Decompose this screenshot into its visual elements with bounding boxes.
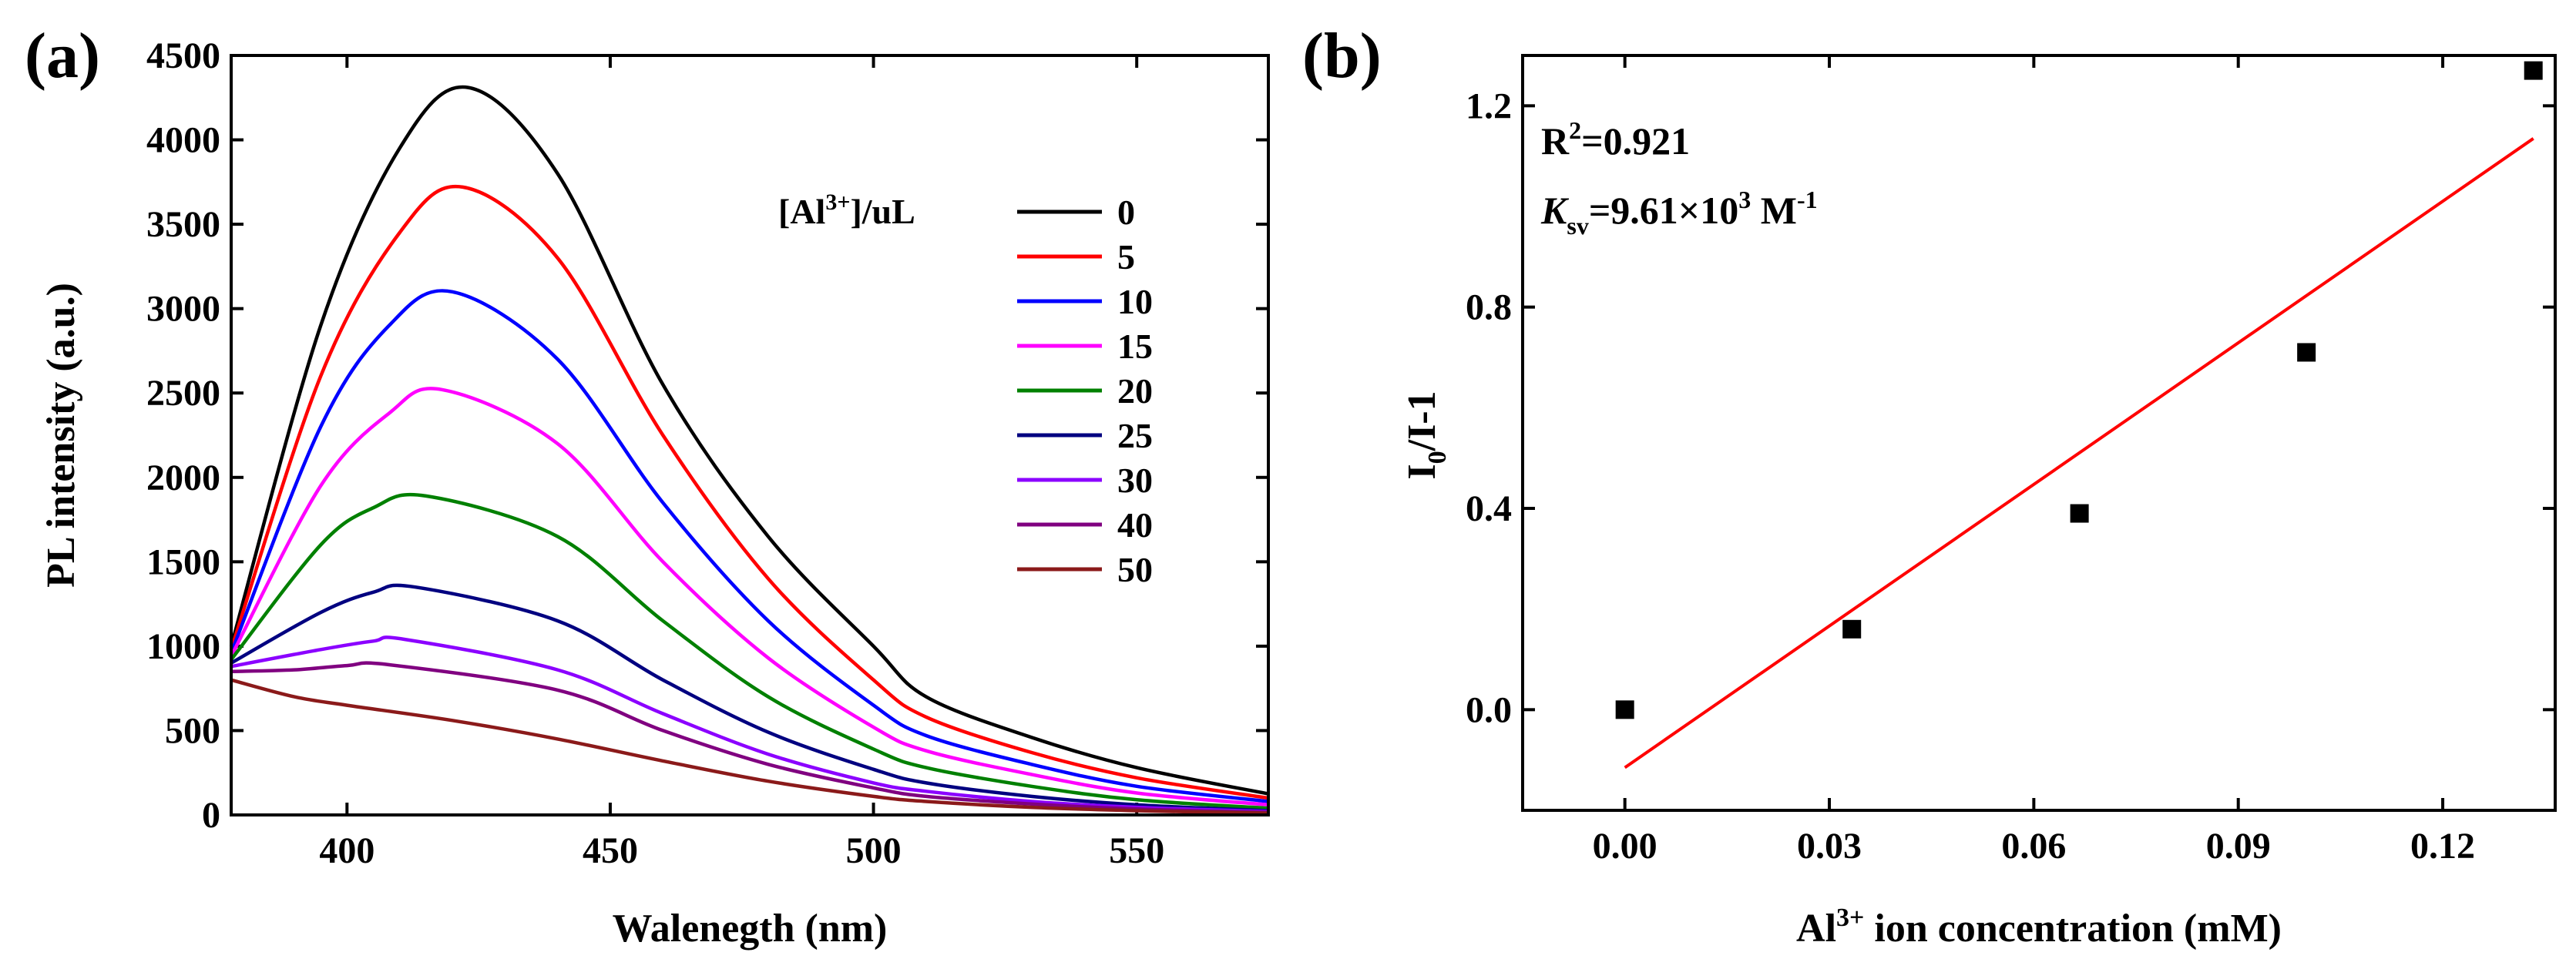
panel-a: (a) 050010001500200025003000350040004500… [25, 20, 1270, 951]
series-line-5 [229, 184, 1269, 800]
panel-b-x-ticks: 0.00 0.03 0.06 0.09 0.12 [1593, 55, 2475, 867]
y-tick-label: 0.8 [1466, 287, 1512, 328]
panel-b-fit [1624, 137, 2534, 770]
x-tick-label: 0.12 [2410, 826, 2475, 867]
y-tick-label: 2000 [146, 458, 220, 498]
y-tick-label: 3000 [146, 289, 220, 330]
panel-b-y-ticks: 0.0 0.4 0.8 1.2 [1466, 86, 2555, 730]
legend-label-15: 15 [1117, 327, 1153, 366]
series-line-10 [229, 289, 1269, 803]
panel-a-x-axis-title: Walenegth (nm) [613, 907, 888, 951]
legend-label-10: 10 [1117, 282, 1153, 321]
panel-a-lines [229, 85, 1269, 816]
r-squared-annotation: R2=0.921 [1541, 116, 1690, 163]
y-tick-label: 0.4 [1466, 488, 1512, 529]
panel-a-axes-frame [230, 54, 1270, 816]
y-tick-label: 1000 [146, 626, 220, 667]
legend-label-20: 20 [1117, 371, 1153, 411]
y-tick-label: 2500 [146, 373, 220, 414]
series-line-30 [230, 635, 1269, 813]
legend-label-30: 30 [1117, 461, 1153, 500]
x-tick-label: 450 [583, 830, 638, 871]
panel-b-x-axis-title: Al3+ ion concentration (mM) [1796, 904, 2282, 951]
series-line-40 [230, 661, 1269, 814]
y-tick-label: 4500 [146, 35, 220, 76]
x-tick-label: 0.03 [1797, 826, 1862, 867]
panel-a-y-axis-title: PL intensity (a.u.) [39, 283, 83, 588]
legend-title: [Al3+]/uL [778, 189, 915, 231]
panel-b-axes-frame [1521, 54, 2557, 812]
x-tick-label: 400 [319, 830, 374, 871]
data-point-2 [2070, 504, 2089, 523]
data-point-1 [1842, 619, 1862, 639]
data-point-3 [2297, 343, 2316, 362]
legend-label-5: 5 [1117, 237, 1135, 277]
series-line-20 [230, 492, 1269, 810]
y-tick-label: 0 [202, 795, 220, 836]
panel-b-y-axis-title: I0/I-1 [1400, 391, 1452, 479]
y-tick-label: 4000 [146, 120, 220, 161]
panel-b: (b) 0.0 0.4 0.8 1.2 0.00 0.03 0.06 0.09 0.12 R2… [1302, 20, 2557, 951]
panel-a-x-ticks: 400 450 500 550 [319, 55, 1164, 871]
series-line-25 [230, 583, 1269, 813]
data-point-4 [2524, 61, 2543, 80]
series-line-15 [230, 387, 1269, 807]
panel-a-legend: [Al3+]/uL 0 5 10 15 20 25 30 40 50 [778, 189, 1153, 589]
series-line-50 [230, 678, 1269, 816]
legend-label-50: 50 [1117, 550, 1153, 589]
y-tick-label: 1500 [146, 542, 220, 582]
y-tick-label: 0.0 [1466, 689, 1512, 730]
series-line-0 [229, 85, 1269, 796]
panel-b-points [1615, 61, 2543, 719]
legend-label-0: 0 [1117, 193, 1135, 232]
x-tick-label: 550 [1109, 830, 1164, 871]
legend-label-40: 40 [1117, 505, 1153, 545]
legend-label-25: 25 [1117, 416, 1153, 455]
ksv-annotation: Ksv=9.61×103 M-1 [1540, 186, 1818, 240]
y-tick-label: 1.2 [1466, 86, 1512, 126]
x-tick-label: 0.09 [2206, 826, 2271, 867]
x-tick-label: 0.06 [2001, 826, 2066, 867]
x-tick-label: 500 [846, 830, 902, 871]
y-tick-label: 3500 [146, 204, 220, 245]
data-point-0 [1615, 700, 1634, 719]
panel-b-label: (b) [1302, 20, 1382, 92]
panel-a-label: (a) [25, 20, 100, 92]
linear-fit-line [1624, 137, 2534, 770]
x-tick-label: 0.00 [1593, 826, 1657, 867]
y-tick-label: 500 [165, 710, 220, 751]
